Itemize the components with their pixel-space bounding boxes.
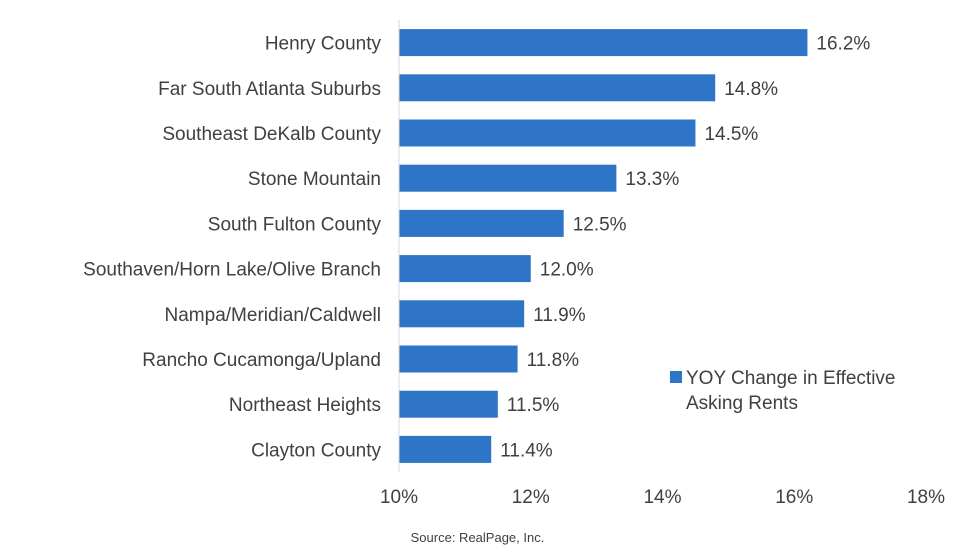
bar xyxy=(399,345,518,373)
value-labels-group: 16.2% 14.8% 14.5% 13.3% 12.5% 12.0% 11.9% 11.8%… xyxy=(500,34,870,462)
category-label: Northeast Heights xyxy=(229,395,381,416)
data-label: 14.8% xyxy=(724,79,778,100)
data-label: 11.8% xyxy=(527,350,580,371)
category-label: Rancho Cucamonga/Upland xyxy=(142,350,381,371)
bar xyxy=(399,164,617,192)
data-label: 14.5% xyxy=(704,124,758,145)
bar xyxy=(399,255,531,283)
data-label: 11.9% xyxy=(533,305,586,326)
category-label: Henry County xyxy=(265,34,382,55)
x-tick-label: 12% xyxy=(512,487,550,508)
x-tick-label: 18% xyxy=(907,487,945,508)
category-labels-group: Henry County Far South Atlanta Suburbs Sou… xyxy=(83,34,381,462)
data-label: 12.5% xyxy=(573,214,627,235)
x-tick-label: 10% xyxy=(380,487,418,508)
legend: YOY Change in Effective Asking Rents xyxy=(670,368,895,414)
x-tick-label: 16% xyxy=(775,487,813,508)
category-label: Stone Mountain xyxy=(248,169,381,190)
category-label: Clayton County xyxy=(251,440,381,461)
bar xyxy=(399,209,564,237)
category-label: Nampa/Meridian/Caldwell xyxy=(165,305,381,326)
x-tick-label: 14% xyxy=(643,487,681,508)
data-label: 13.3% xyxy=(625,169,679,190)
category-label: Southaven/Horn Lake/Olive Branch xyxy=(83,260,381,281)
legend-label-line1: YOY Change in Effective xyxy=(686,368,895,389)
data-label: 16.2% xyxy=(816,34,870,55)
legend-label-line2: Asking Rents xyxy=(686,393,798,414)
category-label: Southeast DeKalb County xyxy=(162,124,381,145)
legend-swatch xyxy=(670,371,682,383)
bar xyxy=(399,29,808,57)
source-note: Source: RealPage, Inc. xyxy=(410,530,545,545)
bar xyxy=(399,119,696,147)
category-label: South Fulton County xyxy=(208,214,382,235)
x-tick-labels-group: 10% 12% 14% 16% 18% xyxy=(380,487,945,508)
data-label: 11.5% xyxy=(507,395,560,416)
bar xyxy=(399,390,498,418)
category-label: Far South Atlanta Suburbs xyxy=(158,79,381,100)
bars-group xyxy=(399,29,808,463)
bar xyxy=(399,300,525,328)
bar xyxy=(399,74,716,102)
bar xyxy=(399,435,492,463)
data-label: 11.4% xyxy=(500,440,553,461)
data-label: 12.0% xyxy=(540,260,594,281)
